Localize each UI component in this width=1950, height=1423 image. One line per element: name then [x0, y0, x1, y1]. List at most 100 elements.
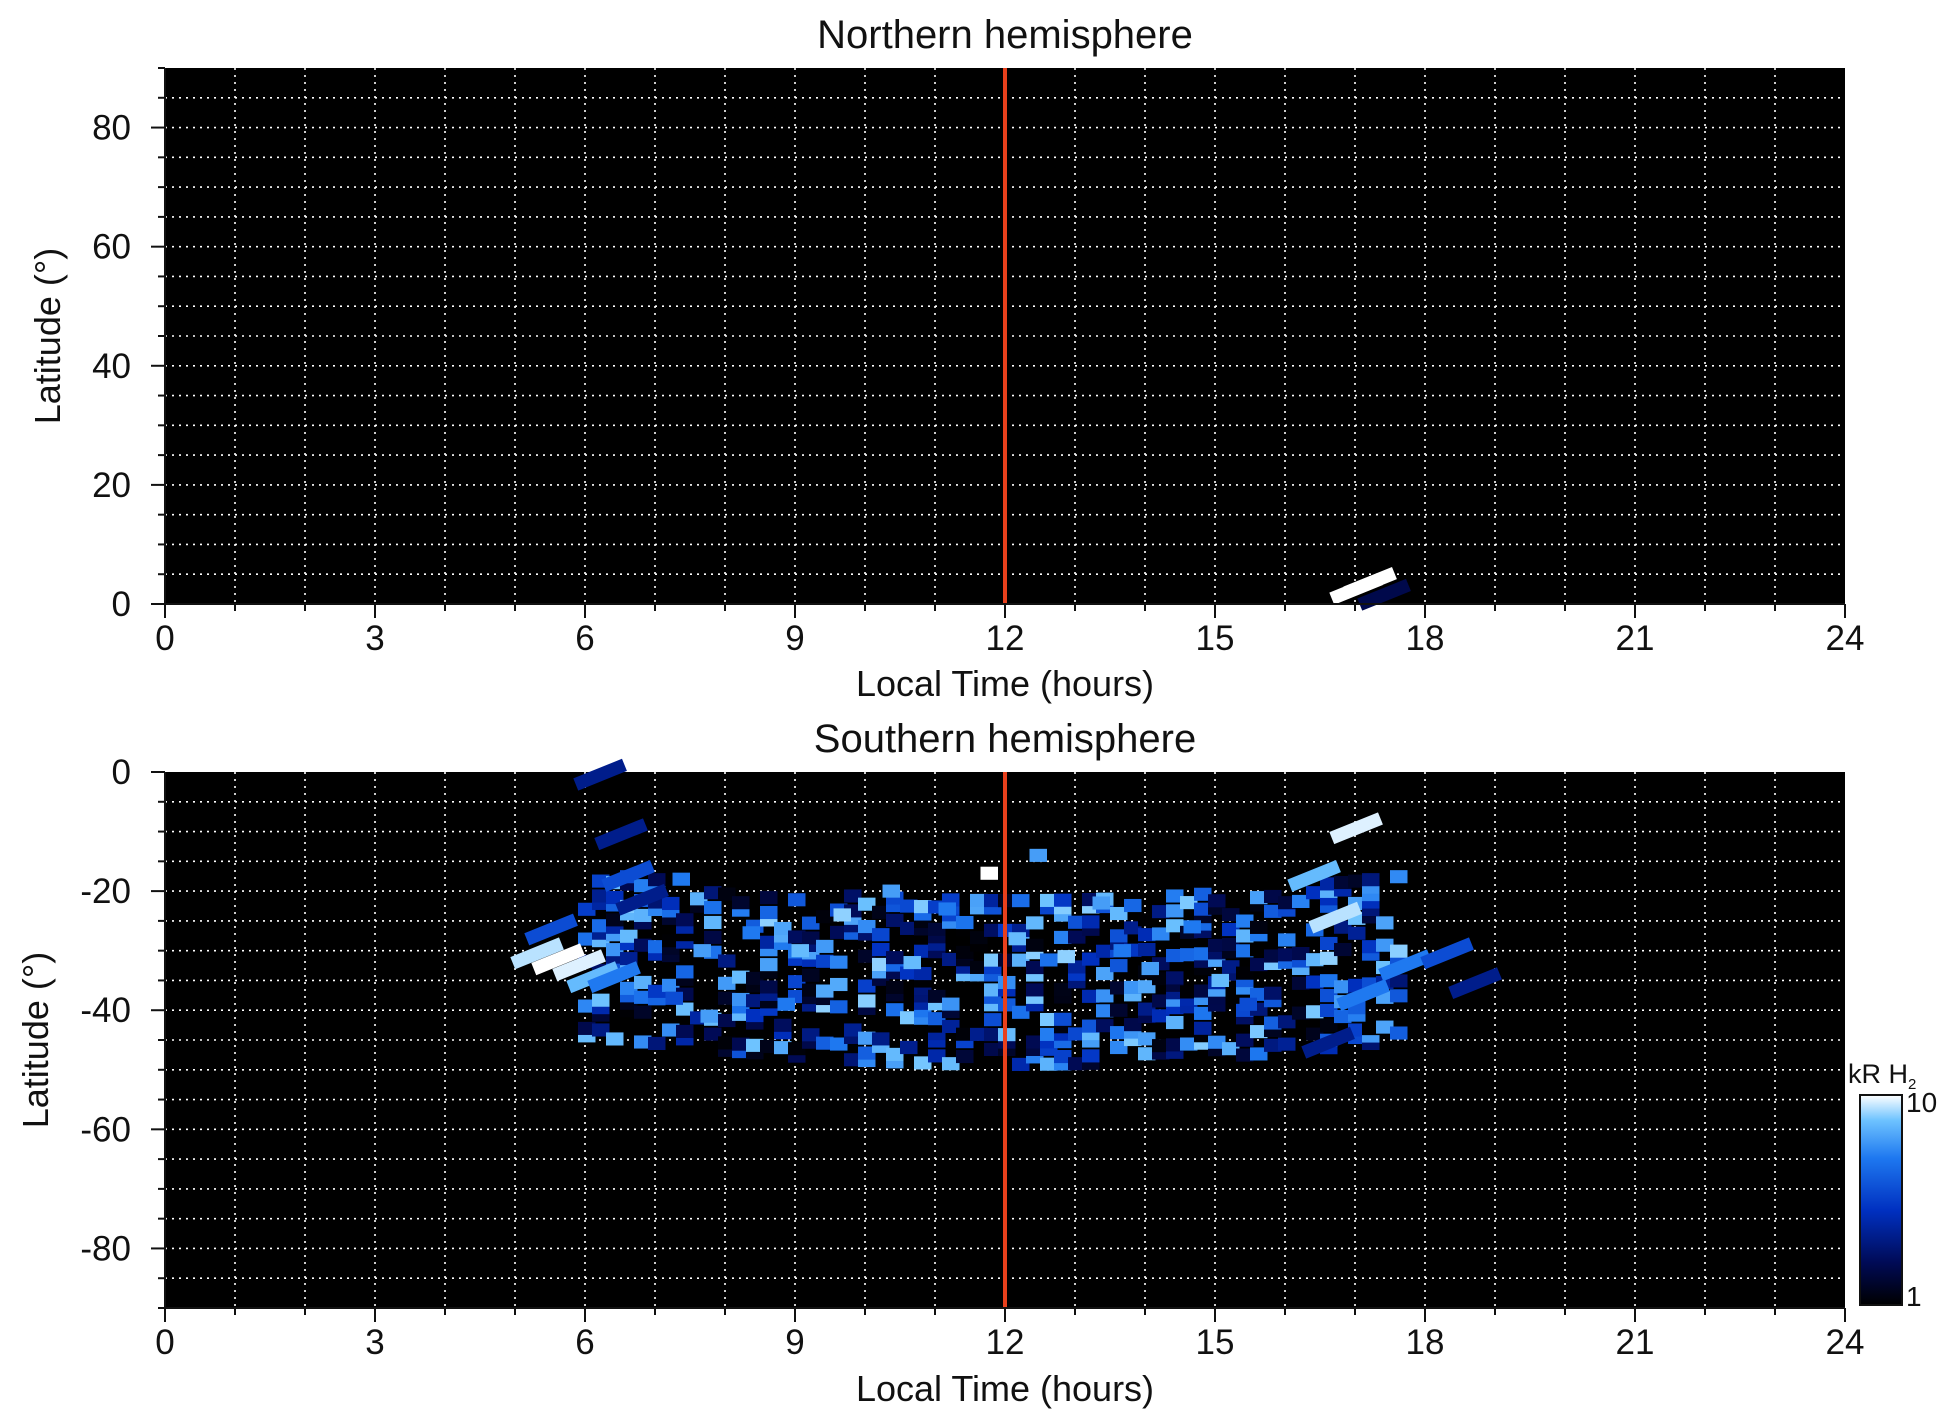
- heatmap-cell: [788, 1042, 806, 1056]
- heatmap-cell: [928, 1012, 946, 1026]
- heatmap-cell: [774, 921, 792, 936]
- heatmap-cell: [1264, 1016, 1282, 1030]
- heatmap-cell: [676, 913, 694, 927]
- heatmap-cell: [1166, 904, 1184, 918]
- heatmap-cell: [718, 991, 736, 1005]
- heatmap-cell: [938, 902, 956, 916]
- heatmap-cell: [1054, 1049, 1072, 1064]
- heatmap-cell: [1183, 920, 1201, 934]
- heatmap-cell: [1320, 951, 1338, 965]
- x-tick-label: 6: [575, 619, 594, 658]
- x-tick-label: 0: [155, 1323, 174, 1362]
- heatmap-cell: [760, 891, 778, 905]
- heatmap-cell: [1336, 979, 1390, 1011]
- heatmap-cell: [984, 1028, 1002, 1042]
- heatmap-cell: [858, 1031, 876, 1045]
- heatmap-cell: [816, 984, 834, 998]
- heatmap-cell: [858, 949, 876, 963]
- north-x-label: Local Time (hours): [856, 663, 1154, 704]
- heatmap-cell: [1026, 938, 1044, 952]
- heatmap-cell: [732, 896, 750, 910]
- heatmap-cell: [791, 944, 809, 958]
- heatmap-cell: [690, 892, 708, 906]
- heatmap-cell: [858, 1046, 876, 1060]
- heatmap-cell: [830, 1037, 848, 1051]
- heatmap-cell: [1166, 919, 1184, 933]
- heatmap-cell: [1138, 913, 1156, 927]
- south-axes: 0 3 6 9 12 15 18 21 24 0 -20 -40 -60 -80: [80, 753, 1864, 1362]
- heatmap-cell: [970, 893, 988, 907]
- heatmap-cell: [802, 916, 820, 930]
- y-tick-label: 40: [92, 347, 131, 386]
- heatmap-cell: [648, 984, 666, 998]
- heatmap-cell: [1152, 994, 1170, 1008]
- heatmap-cell: [700, 1009, 718, 1023]
- heatmap-cell: [1236, 929, 1254, 943]
- heatmap-cell: [942, 952, 960, 967]
- heatmap-cell: [760, 958, 778, 972]
- heatmap-cell: [1082, 1049, 1100, 1063]
- heatmap-cell: [816, 910, 834, 924]
- heatmap-cell: [1068, 1027, 1086, 1041]
- heatmap-cell: [1054, 893, 1072, 907]
- heatmap-cell: [858, 979, 876, 993]
- heatmap-cell: [1054, 930, 1072, 944]
- heatmap-cell: [777, 997, 795, 1011]
- heatmap-cell: [858, 994, 876, 1008]
- heatmap-cell: [844, 1023, 862, 1037]
- heatmap-cell: [620, 952, 638, 966]
- heatmap-cell: [1054, 982, 1072, 997]
- heatmap-cell: [886, 980, 904, 994]
- x-tick-label: 12: [986, 619, 1025, 658]
- heatmap-cell: [634, 975, 652, 989]
- heatmap-cell: [1250, 958, 1268, 972]
- heatmap-cell: [1264, 949, 1282, 963]
- heatmap-cell: [1250, 987, 1268, 1001]
- heatmap-cell: [774, 1018, 792, 1032]
- heatmap-cell: [1448, 967, 1502, 1000]
- heatmap-cell: [956, 1027, 974, 1041]
- heatmap-cell: [1278, 933, 1296, 947]
- heatmap-cell: [1082, 952, 1100, 966]
- heatmap-cell: [1026, 1035, 1044, 1049]
- heatmap-cell: [1029, 848, 1047, 862]
- heatmap-cell: [1390, 870, 1408, 884]
- heatmap-cell: [1180, 948, 1198, 962]
- heatmap-cell: [578, 902, 596, 916]
- heatmap-cell: [634, 1005, 652, 1019]
- y-tick-label: -80: [80, 1229, 131, 1268]
- heatmap-cell: [718, 887, 736, 901]
- heatmap-cell: [1092, 896, 1110, 910]
- heatmap-cell: [1292, 947, 1310, 961]
- heatmap-cell: [634, 908, 652, 922]
- heatmap-cell: [1110, 1026, 1128, 1040]
- heatmap-cell: [1329, 812, 1383, 845]
- x-tick-label: 18: [1406, 619, 1445, 658]
- heatmap-cell: [1124, 921, 1142, 935]
- heatmap-cell: [1026, 961, 1044, 975]
- heatmap-cell: [872, 928, 890, 942]
- heatmap-cell: [900, 966, 918, 980]
- heatmap-cell: [1390, 989, 1408, 1003]
- heatmap-cell: [732, 992, 750, 1007]
- heatmap-cell: [1152, 927, 1170, 941]
- heatmap-cell: [648, 1036, 666, 1051]
- heatmap-cell: [1362, 873, 1380, 887]
- heatmap-cell: [956, 1049, 974, 1064]
- heatmap-cell: [886, 913, 904, 927]
- heatmap-cell: [1306, 1005, 1324, 1019]
- heatmap-cell: [872, 905, 890, 919]
- x-tick-label: 21: [1616, 1323, 1655, 1362]
- heatmap-cell: [1068, 960, 1086, 974]
- heatmap-cell: [816, 954, 834, 968]
- south-cells: [510, 758, 1502, 1071]
- colorbar-gradient: [1859, 1094, 1903, 1306]
- heatmap-cell: [693, 944, 711, 958]
- north-y-label: Latitude (°): [27, 248, 68, 424]
- heatmap-cell: [830, 977, 848, 992]
- y-tick-label: -20: [80, 872, 131, 911]
- heatmap-cell: [942, 997, 960, 1011]
- heatmap-cell: [718, 954, 736, 968]
- heatmap-cell: [1376, 916, 1394, 930]
- heatmap-cell: [956, 945, 974, 959]
